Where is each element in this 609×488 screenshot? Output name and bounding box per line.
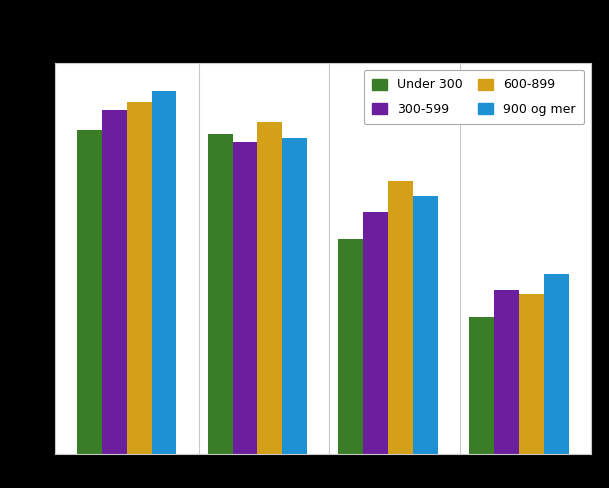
Bar xyxy=(77,130,102,454)
Bar xyxy=(494,290,519,454)
Bar xyxy=(282,138,307,454)
Bar xyxy=(519,294,544,454)
Legend: Under 300, 300-599, 600-899, 900 og mer: Under 300, 300-599, 600-899, 900 og mer xyxy=(364,70,585,124)
Bar xyxy=(388,181,413,454)
Bar xyxy=(364,212,388,454)
Bar xyxy=(233,142,258,454)
Bar xyxy=(339,239,364,454)
Bar xyxy=(413,196,438,454)
Bar xyxy=(544,274,569,454)
Bar xyxy=(469,317,494,454)
Bar xyxy=(258,122,282,454)
Bar xyxy=(127,102,152,454)
Bar xyxy=(152,91,177,454)
Bar xyxy=(208,134,233,454)
Bar xyxy=(102,110,127,454)
